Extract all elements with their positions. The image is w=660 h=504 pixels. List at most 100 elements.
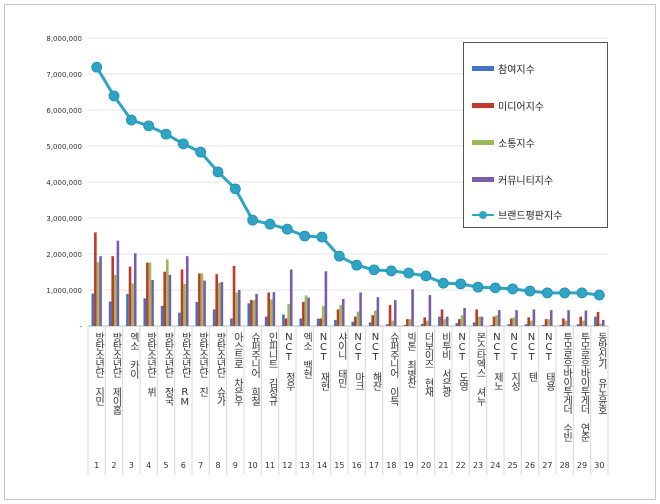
x-tick-label: 동방신기 유노윤호 [595, 332, 607, 414]
bar-2-11 [267, 292, 270, 326]
bar-2-6 [180, 269, 184, 326]
bar-2-23 [475, 309, 478, 326]
bar-3-9 [235, 292, 238, 326]
bar-1-2 [108, 301, 112, 326]
legend-label: 커뮤니티지수 [498, 176, 554, 187]
brand-index-point-27 [541, 287, 553, 299]
x-tick-label: 빅톤 최병찬 [404, 332, 416, 387]
legend-item-brand-index: 브랜드평판지수 [472, 207, 562, 222]
bar-2-1 [94, 232, 97, 326]
bar-2-4 [146, 262, 149, 326]
bar-2-5 [163, 271, 166, 326]
bar-1-7 [195, 301, 199, 326]
bar-4-14 [324, 271, 328, 326]
bar-1-9 [230, 318, 233, 326]
bar-1-20 [420, 323, 424, 326]
rank-label: 24 [490, 461, 500, 470]
brand-index-point-30 [593, 289, 605, 301]
bar-4-11 [272, 292, 276, 326]
x-tick-label: 엑소 카이 [127, 332, 139, 378]
bar-3-29 [582, 320, 585, 326]
brand-index-point-22 [455, 278, 467, 290]
bar-2-13 [302, 301, 305, 326]
brand-index-point-10 [247, 214, 259, 226]
bar-1-13 [299, 318, 303, 326]
rank-label: 5 [163, 461, 168, 470]
bar-1-25 [507, 324, 511, 326]
bar-2-8 [215, 274, 218, 326]
brand-index-point-11 [264, 218, 276, 230]
bar-4-23 [480, 316, 484, 326]
brand-index-point-8 [212, 166, 224, 178]
rank-label: 3 [129, 461, 134, 470]
x-tick-label: 방탄소년단 RM [179, 332, 191, 407]
y-tick-label: 7,000,000 [46, 71, 82, 79]
x-tick-label: 방탄소년단 뷔 [144, 332, 156, 396]
brand-index-point-12 [281, 223, 293, 235]
brand-index-point-17 [368, 264, 380, 276]
brand-index-point-13 [299, 230, 311, 242]
legend: 참여지수 미디어지수 소통지수 커뮤니티지수 브랜드평판지수 [463, 42, 608, 228]
bar-3-10 [252, 300, 256, 326]
rank-label: 27 [542, 461, 552, 470]
legend-item-media: 미디어지수 [472, 98, 544, 113]
rank-label: 21 [438, 461, 448, 470]
bar-3-19 [408, 319, 412, 326]
bar-2-16 [354, 316, 357, 326]
bar-4-20 [428, 295, 432, 326]
brand-index-point-18 [385, 265, 397, 277]
bar-3-24 [495, 315, 498, 326]
legend-swatch [472, 66, 494, 71]
bar-2-14 [319, 318, 322, 326]
x-tick-label: NCT 정우 [283, 332, 295, 390]
legend-label: 참여지수 [498, 65, 535, 76]
rank-label: 12 [282, 461, 292, 470]
bar-4-27 [549, 310, 553, 326]
bar-1-15 [334, 319, 337, 326]
bar-2-3 [128, 266, 132, 326]
bar-4-28 [567, 310, 570, 326]
bar-2-12 [284, 318, 288, 326]
bar-3-17 [374, 310, 377, 326]
legend-label: 소통지수 [498, 139, 535, 150]
bar-2-30 [596, 311, 600, 326]
rank-label: 6 [181, 461, 186, 470]
brand-index-point-26 [524, 285, 536, 297]
bar-2-24 [492, 316, 496, 326]
bar-2-21 [440, 309, 444, 326]
rank-label: 18 [386, 461, 396, 470]
bar-3-3 [131, 283, 134, 326]
bar-3-23 [478, 316, 481, 326]
x-tick-label: NCT 지성 [508, 332, 520, 390]
x-tick-label: 몬스타엑스 셔누 [474, 332, 485, 405]
legend-swatch [472, 140, 494, 145]
bar-3-4 [148, 262, 152, 326]
x-tick-label: NCT 마크 [352, 332, 364, 390]
rank-label: 11 [265, 461, 275, 470]
bar-1-10 [247, 303, 251, 326]
bar-3-20 [426, 320, 429, 326]
bar-3-5 [166, 259, 169, 326]
x-tick-label: NCT 태용 [543, 332, 555, 390]
brand-index-point-24 [489, 282, 501, 294]
x-tick-label: NCT 해찬 [370, 332, 381, 390]
x-tick-label: NCT 도영 [456, 332, 468, 390]
x-tick-label: 아스트로 차은우 [231, 332, 243, 405]
bar-1-5 [160, 305, 164, 326]
rank-label: 28 [560, 461, 570, 470]
bar-1-19 [403, 324, 407, 326]
x-tick-label: 방탄소년단 제이홉 [110, 332, 121, 414]
brand-index-point-3 [125, 114, 137, 126]
bar-4-2 [116, 240, 120, 326]
brand-index-point-23 [472, 281, 484, 293]
x-tick-label: 인피니트 김성규 [266, 332, 277, 405]
rank-label: 13 [300, 461, 310, 470]
bar-3-13 [304, 295, 308, 326]
bar-1-3 [126, 293, 129, 326]
bar-4-29 [584, 310, 588, 326]
bar-4-15 [341, 299, 345, 326]
x-tick-label: 슈퍼주니어 희철 [248, 332, 260, 405]
bar-4-21 [445, 316, 449, 326]
rank-label: 7 [198, 461, 203, 470]
bar-3-6 [183, 283, 186, 326]
